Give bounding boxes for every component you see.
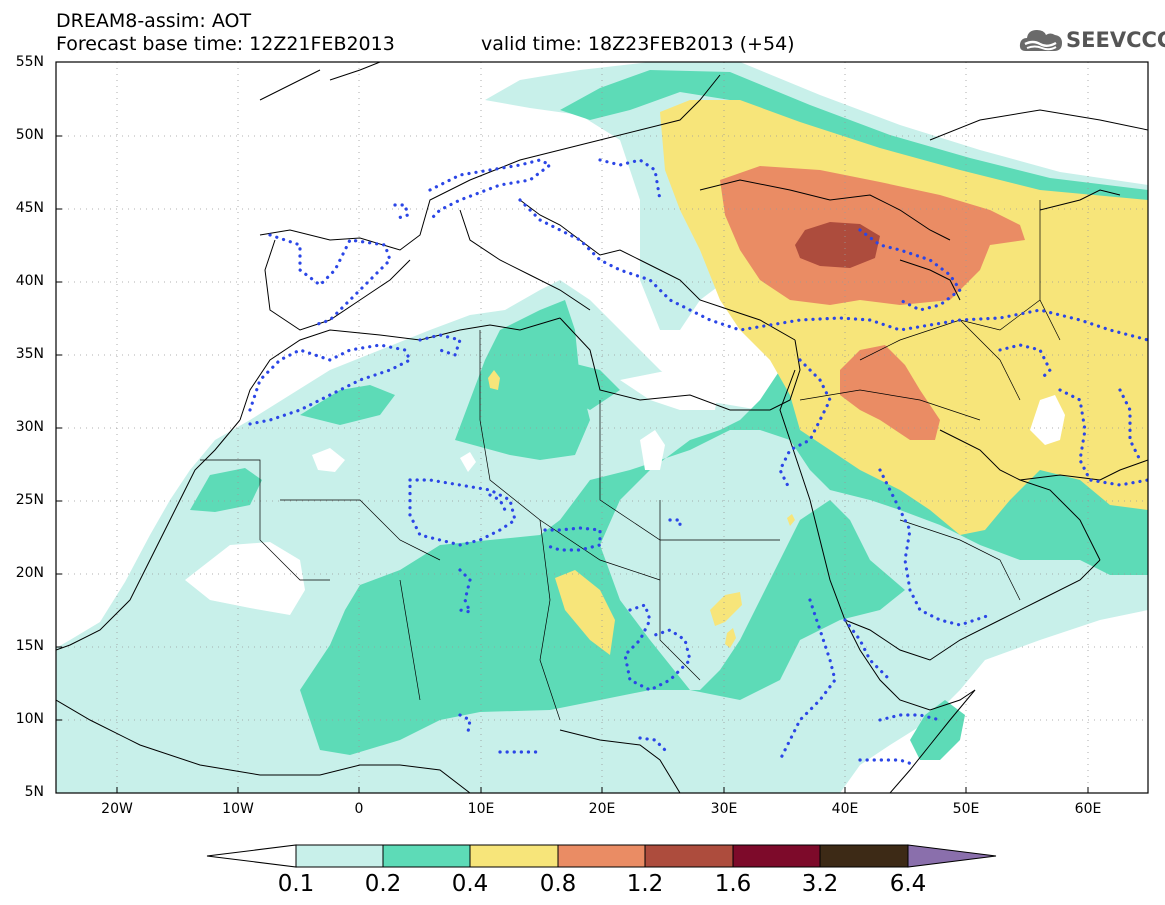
lon-label: 20W: [101, 801, 133, 817]
colorbar: [206, 844, 997, 868]
colorbar-swatch-lt-0-1: [206, 844, 297, 868]
lat-label: 35N: [15, 346, 44, 362]
lon-label: 20E: [588, 801, 616, 817]
colorbar-label: 3.2: [801, 871, 839, 897]
lat-label: 45N: [15, 200, 44, 216]
lat-label: 5N: [24, 784, 44, 800]
colorbar-label: 1.2: [626, 871, 664, 897]
lon-label: 30E: [710, 801, 738, 817]
lon-label: 60E: [1074, 801, 1102, 817]
colorbar-swatch-1-6: [732, 844, 821, 868]
lat-label: 15N: [15, 638, 44, 654]
aot-below-0-1: [185, 365, 1065, 615]
lat-label: 50N: [15, 127, 44, 143]
cloud-icon: [1019, 30, 1062, 51]
lon-label: 10W: [222, 801, 254, 817]
colorbar-label: 6.4: [889, 871, 927, 897]
tick-marks: [56, 135, 1089, 793]
colorbar-swatch-0-1: [295, 844, 384, 868]
forecast-base-time: Forecast base time: 12Z21FEB2013: [56, 33, 395, 55]
colorbar-label: 1.6: [714, 871, 752, 897]
lon-label: 10E: [467, 801, 495, 817]
colorbar-swatch-gt-6-4: [907, 844, 997, 868]
precipitation-contours: [243, 158, 1148, 767]
colorbar-label: 0.2: [364, 871, 402, 897]
lat-label: 55N: [15, 54, 44, 70]
valid-time: valid time: 18Z23FEB2013 (+54): [481, 33, 795, 55]
colorbar-swatch-0-8: [557, 844, 646, 868]
map-title: DREAM8-assim: AOT: [56, 10, 252, 32]
logo-text: SEEVCCC: [1066, 28, 1165, 52]
colorbar-label: 0.1: [277, 871, 315, 897]
lon-label: 40E: [831, 801, 859, 817]
colorbar-swatch-1-2: [644, 844, 734, 868]
lat-label: 10N: [15, 711, 44, 727]
lon-label: 50E: [952, 801, 980, 817]
colorbar-swatch-3-2: [819, 844, 909, 868]
lon-label: 0: [354, 801, 364, 817]
lat-label: 20N: [15, 565, 44, 581]
lat-label: 40N: [15, 273, 44, 289]
colorbar-swatch-0-4: [469, 844, 559, 868]
borders: [200, 200, 1061, 721]
coastlines: [56, 62, 1148, 793]
colorbar-swatch-0-2: [382, 844, 471, 868]
lat-label: 25N: [15, 492, 44, 508]
colorbar-label: 0.4: [451, 871, 489, 897]
lat-label: 30N: [15, 419, 44, 435]
aot-band-1-2: [795, 222, 880, 268]
colorbar-label: 0.8: [539, 871, 577, 897]
seevccc-logo: SEEVCCC: [1018, 24, 1165, 58]
